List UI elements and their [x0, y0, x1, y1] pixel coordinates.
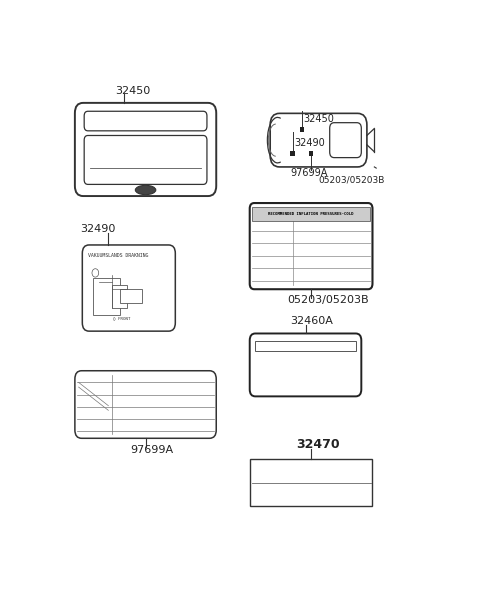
Text: 32490: 32490 [294, 138, 325, 148]
Text: 32450: 32450 [115, 85, 150, 96]
FancyBboxPatch shape [330, 123, 361, 158]
Bar [309, 151, 313, 157]
Bar [255, 341, 356, 351]
Bar [94, 278, 120, 315]
FancyBboxPatch shape [270, 113, 367, 167]
Text: 05203/05203B: 05203/05203B [287, 295, 369, 305]
FancyBboxPatch shape [75, 103, 216, 196]
Bar [112, 284, 127, 308]
Bar [290, 151, 295, 157]
Ellipse shape [135, 185, 156, 195]
Text: ○ FRONT: ○ FRONT [113, 316, 130, 321]
Text: 32460A: 32460A [290, 316, 334, 326]
Bar [120, 289, 142, 303]
Text: 97699A: 97699A [290, 168, 328, 178]
Text: 32490: 32490 [81, 224, 116, 234]
Circle shape [92, 269, 99, 277]
FancyBboxPatch shape [84, 136, 207, 185]
FancyBboxPatch shape [250, 203, 372, 289]
FancyBboxPatch shape [83, 245, 175, 331]
Text: 05203/05203B: 05203/05203B [319, 175, 385, 185]
FancyBboxPatch shape [84, 111, 207, 131]
Text: RECOMMENDED INFLATION PRESSURES-COLD: RECOMMENDED INFLATION PRESSURES-COLD [268, 212, 354, 216]
Bar [252, 207, 370, 221]
FancyBboxPatch shape [250, 333, 361, 396]
FancyBboxPatch shape [75, 371, 216, 438]
Text: 32450: 32450 [304, 114, 335, 123]
Text: 32470: 32470 [296, 437, 340, 451]
Bar [250, 459, 372, 506]
Bar [300, 126, 304, 132]
Text: 97699A: 97699A [131, 445, 174, 455]
Text: VAKUUMSLANDS DRAKNING: VAKUUMSLANDS DRAKNING [88, 253, 148, 258]
